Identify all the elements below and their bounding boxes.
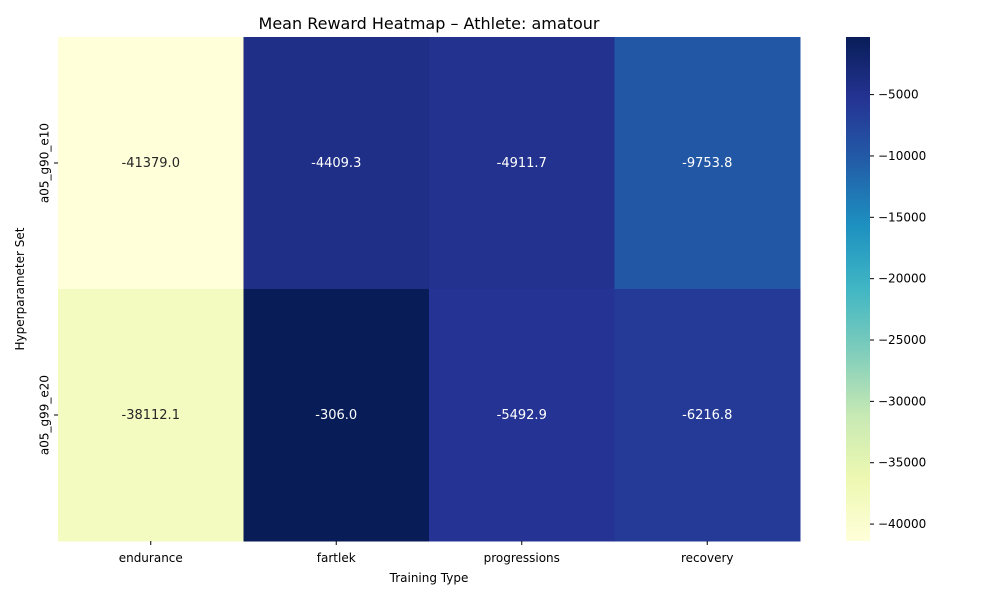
cell-value-label: -4911.7: [497, 156, 547, 171]
colorbar-tick-label: −35000: [878, 456, 926, 470]
x-axis: endurance fartlek progressions recovery: [119, 541, 734, 565]
heatmap-cell: [614, 37, 801, 290]
cell-value-label: -306.0: [315, 408, 357, 423]
heatmap-cells: [58, 37, 801, 542]
y-tick-label: a05_g99_e20: [38, 375, 52, 455]
x-tick-label: progressions: [484, 551, 560, 565]
y-axis: a05_g90_e10 a05_g99_e20: [38, 123, 58, 455]
chart-title: Mean Reward Heatmap – Athlete: amatour: [259, 14, 600, 33]
colorbar-tick-label: −30000: [878, 394, 926, 408]
x-axis-label: Training Type: [389, 571, 469, 585]
x-tick-label: endurance: [119, 551, 183, 565]
heatmap-cell: [429, 289, 615, 542]
colorbar-axis: −40000 −35000 −30000 −25000 −20000 −15000 −100…: [870, 88, 926, 531]
cell-value-label: -5492.9: [497, 408, 547, 423]
cell-value-label: -9753.8: [682, 156, 732, 171]
heatmap-cell: [58, 37, 244, 290]
colorbar-tick-label: −25000: [878, 333, 926, 347]
cell-value-label: -6216.8: [682, 408, 732, 423]
cell-value-label: -38112.1: [122, 408, 180, 423]
colorbar-tick-label: −5000: [878, 88, 919, 102]
colorbar-tick-label: −10000: [878, 149, 926, 163]
y-tick-label: a05_g90_e10: [38, 123, 52, 203]
colorbar-tick-label: −20000: [878, 272, 926, 286]
heatmap-cell: [58, 289, 244, 542]
y-axis-label: Hyperparameter Set: [13, 227, 27, 350]
colorbar-tick-label: −40000: [878, 517, 926, 531]
x-tick-label: recovery: [681, 551, 734, 565]
heatmap-cell: [243, 37, 430, 290]
heatmap-cell: [243, 289, 430, 542]
heatmap-cell: [429, 37, 615, 290]
cell-value-label: -41379.0: [122, 156, 180, 171]
heatmap-cell: [614, 289, 801, 542]
colorbar: [846, 37, 870, 541]
colorbar-tick-label: −15000: [878, 210, 926, 224]
heatmap-cell-labels: -41379.0 -4409.3 -4911.7 -9753.8 -38112.1 -30…: [122, 156, 733, 423]
x-tick-label: fartlek: [317, 551, 356, 565]
cell-value-label: -4409.3: [311, 156, 361, 171]
